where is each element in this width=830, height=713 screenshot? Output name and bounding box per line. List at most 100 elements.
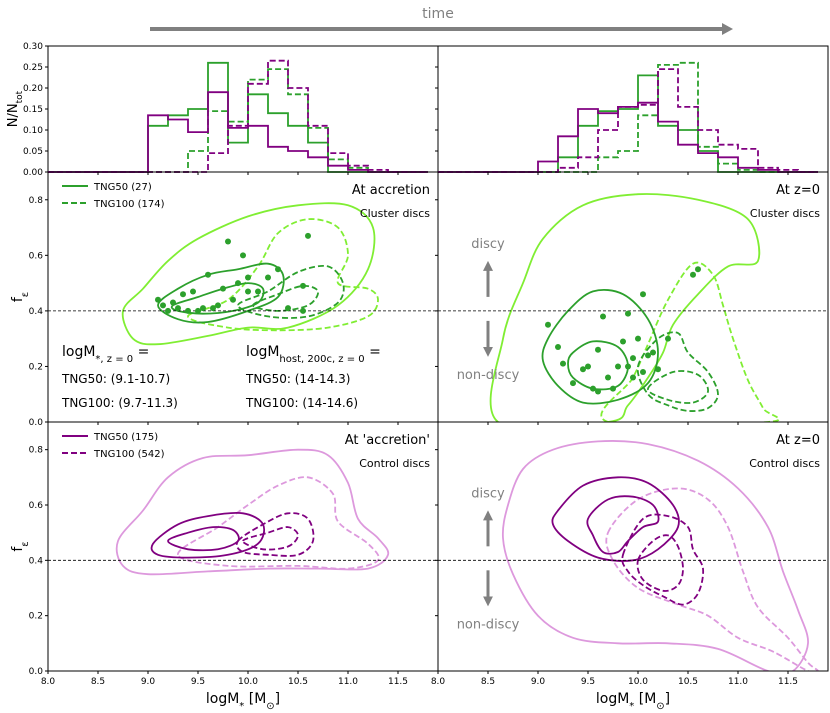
cluster_accretion-data-point [235, 280, 241, 287]
control_accretion-xlabel-part: [M [244, 691, 266, 707]
cluster_z0-data-point [650, 349, 656, 356]
cluster_accretion-legend-label: TNG100 (174) [93, 199, 165, 210]
control_accretion-subtitle: Control discs [359, 457, 430, 470]
cluster_accretion-annot-mstar: logM*, z = 0 = [62, 344, 149, 365]
hist_left-ytick-label: 0.25 [23, 63, 43, 73]
hist_left-ytick-label: 0.15 [23, 105, 43, 115]
cluster_accretion-annot-tng100-mhost: TNG100: (14-14.6) [245, 396, 358, 410]
control_accretion-xtick-label: 10.0 [238, 677, 258, 687]
hist_left-ytick-label: 0.05 [23, 147, 43, 157]
cluster_accretion-ytick-label: 0.6 [29, 251, 44, 261]
cluster_z0-data-point [595, 388, 601, 395]
control_z0-xlabel-part: ⊙ [656, 701, 664, 712]
time-arrow: time [150, 6, 733, 35]
control_accretion-xtick-label: 10.5 [288, 677, 308, 687]
cluster_accretion-annot-tng50-mhost: TNG50: (14-14.3) [245, 372, 350, 386]
control_accretion-contour-5 [242, 526, 299, 551]
cluster_z0-data-point [655, 366, 661, 373]
cluster_accretion-data-point [215, 302, 221, 309]
control_accretion-xlabel-part: ] [275, 691, 280, 707]
hist-ylabel-part: N/N [6, 103, 21, 127]
cluster_accretion-legend-label: TNG50 (27) [93, 182, 152, 193]
cluster_accretion-contour-2 [157, 262, 285, 324]
cluster_z0-contour-4 [636, 331, 719, 412]
hist_right-series-3 [438, 68, 818, 173]
hist_left-yaxis: 0.00 0.05 0.10 0.15 0.20 0.25 0.30 [23, 42, 48, 178]
panels: 0.00 0.05 0.10 0.15 0.20 0.25 0.30 N/Ntot 0.0 0.2… [6, 42, 829, 712]
control_z0-xtick-label: 11.5 [778, 677, 798, 687]
cluster_accretion-data-point [305, 232, 311, 239]
cluster_accretion-yaxis: 0.0 0.2 0.4 0.6 0.8 [29, 196, 48, 428]
cluster_z0-data-point [620, 338, 626, 345]
control_accretion-ytick-label: 0.0 [29, 667, 44, 677]
cluster_accretion-ylabel: fε [10, 292, 31, 302]
cluster_z0-data-point [645, 352, 651, 359]
control_z0-yaxis [435, 449, 438, 672]
cluster_accretion-annot-tng50-mstar: TNG50: (9.1-10.7) [61, 372, 170, 386]
cluster_z0-data-point [690, 271, 696, 278]
hist_left-bars [48, 59, 428, 173]
cluster_z0-contour-1 [600, 261, 780, 422]
cluster_z0-data-point [545, 321, 551, 328]
control_z0-xtick-label: 8.0 [431, 677, 446, 687]
cluster_accretion-data-point [220, 285, 226, 292]
cluster_z0-contour-3 [567, 340, 629, 391]
cluster_accretion-data-point [245, 274, 251, 281]
cluster_accretion-contours [121, 202, 379, 346]
cluster_z0-data-point [560, 360, 566, 367]
hist_right-series-0 [438, 74, 818, 173]
control_accretion-ytick-label: 0.6 [29, 501, 44, 511]
cluster_accretion-data-point [205, 271, 211, 278]
control_z0-title: At z=0 [776, 433, 820, 448]
cluster_accretion-data-point [175, 305, 181, 312]
hist_left-ytick-label: 0.30 [23, 42, 43, 52]
control_z0-xtick-label: 9.0 [531, 677, 546, 687]
cluster_accretion-ytick-label: 0.4 [29, 307, 44, 317]
control_accretion-yaxis: 0.0 0.2 0.4 0.6 0.8 [29, 446, 48, 677]
cluster_z0-data-point [590, 385, 596, 392]
cluster_accretion-ytick-label: 0.0 [29, 418, 44, 428]
cluster_z0-data-point [640, 369, 646, 375]
cluster_accretion-data-point [185, 307, 191, 314]
cluster_z0-data-point [585, 363, 591, 370]
control_accretion-ytick-label: 0.8 [29, 446, 44, 456]
control_z0-contour-5 [636, 534, 684, 592]
control_z0-xtick-label: 9.5 [581, 677, 595, 687]
hist_left-frame [47, 45, 439, 173]
control_accretion-contour-1 [177, 476, 380, 570]
cluster_accretion-data-point [155, 296, 161, 303]
control_accretion-contour-3 [167, 526, 240, 552]
cluster_z0-data-point [630, 374, 636, 381]
control_accretion-legend-label: TNG100 (542) [93, 449, 165, 460]
control_accretion-ytick-label: 0.2 [29, 612, 43, 622]
cluster_z0-contour-5 [647, 370, 709, 404]
cluster_z0-discy-label: discy [471, 237, 505, 252]
cluster_z0-data-point [555, 344, 561, 350]
hist_left-ytick-label: 0.20 [23, 84, 43, 94]
cluster_z0-data-point [595, 346, 601, 353]
hist-ylabel: N/Ntot [6, 90, 25, 127]
control_z0-contour-1 [605, 487, 819, 671]
cluster_z0-data-point [570, 380, 576, 387]
control_accretion-title: At 'accretion' [345, 433, 430, 448]
cluster_accretion-annot-mhost: logMhost, 200c, z = 0 = [246, 344, 381, 365]
cluster_accretion-data-point [300, 307, 306, 314]
cluster_accretion-data-point [240, 252, 246, 259]
cluster_accretion-data-point [265, 274, 271, 281]
control_z0-xlabel-part: ] [665, 691, 670, 707]
control_accretion-ylabel-part: ε [20, 541, 31, 546]
time-label: time [422, 6, 454, 22]
cluster_accretion-title: At accretion [352, 183, 430, 198]
hist_left-series-3 [48, 59, 428, 173]
cluster_accretion-data-point [275, 266, 281, 273]
cluster_accretion-ylabel-part: f [10, 296, 26, 302]
cluster_accretion-ytick-label: 0.2 [29, 362, 43, 372]
control_z0-non-discy-label: non-discy [457, 617, 520, 632]
cluster_accretion-ytick-label: 0.8 [29, 196, 44, 206]
hist_right-bars [438, 61, 818, 173]
hist_left-ytick-label: 0.00 [23, 168, 43, 178]
cluster_accretion-data-point [160, 302, 166, 309]
cluster_accretion-annot-mstar-part: logM [62, 344, 95, 360]
control_accretion-contour-0 [115, 448, 390, 576]
